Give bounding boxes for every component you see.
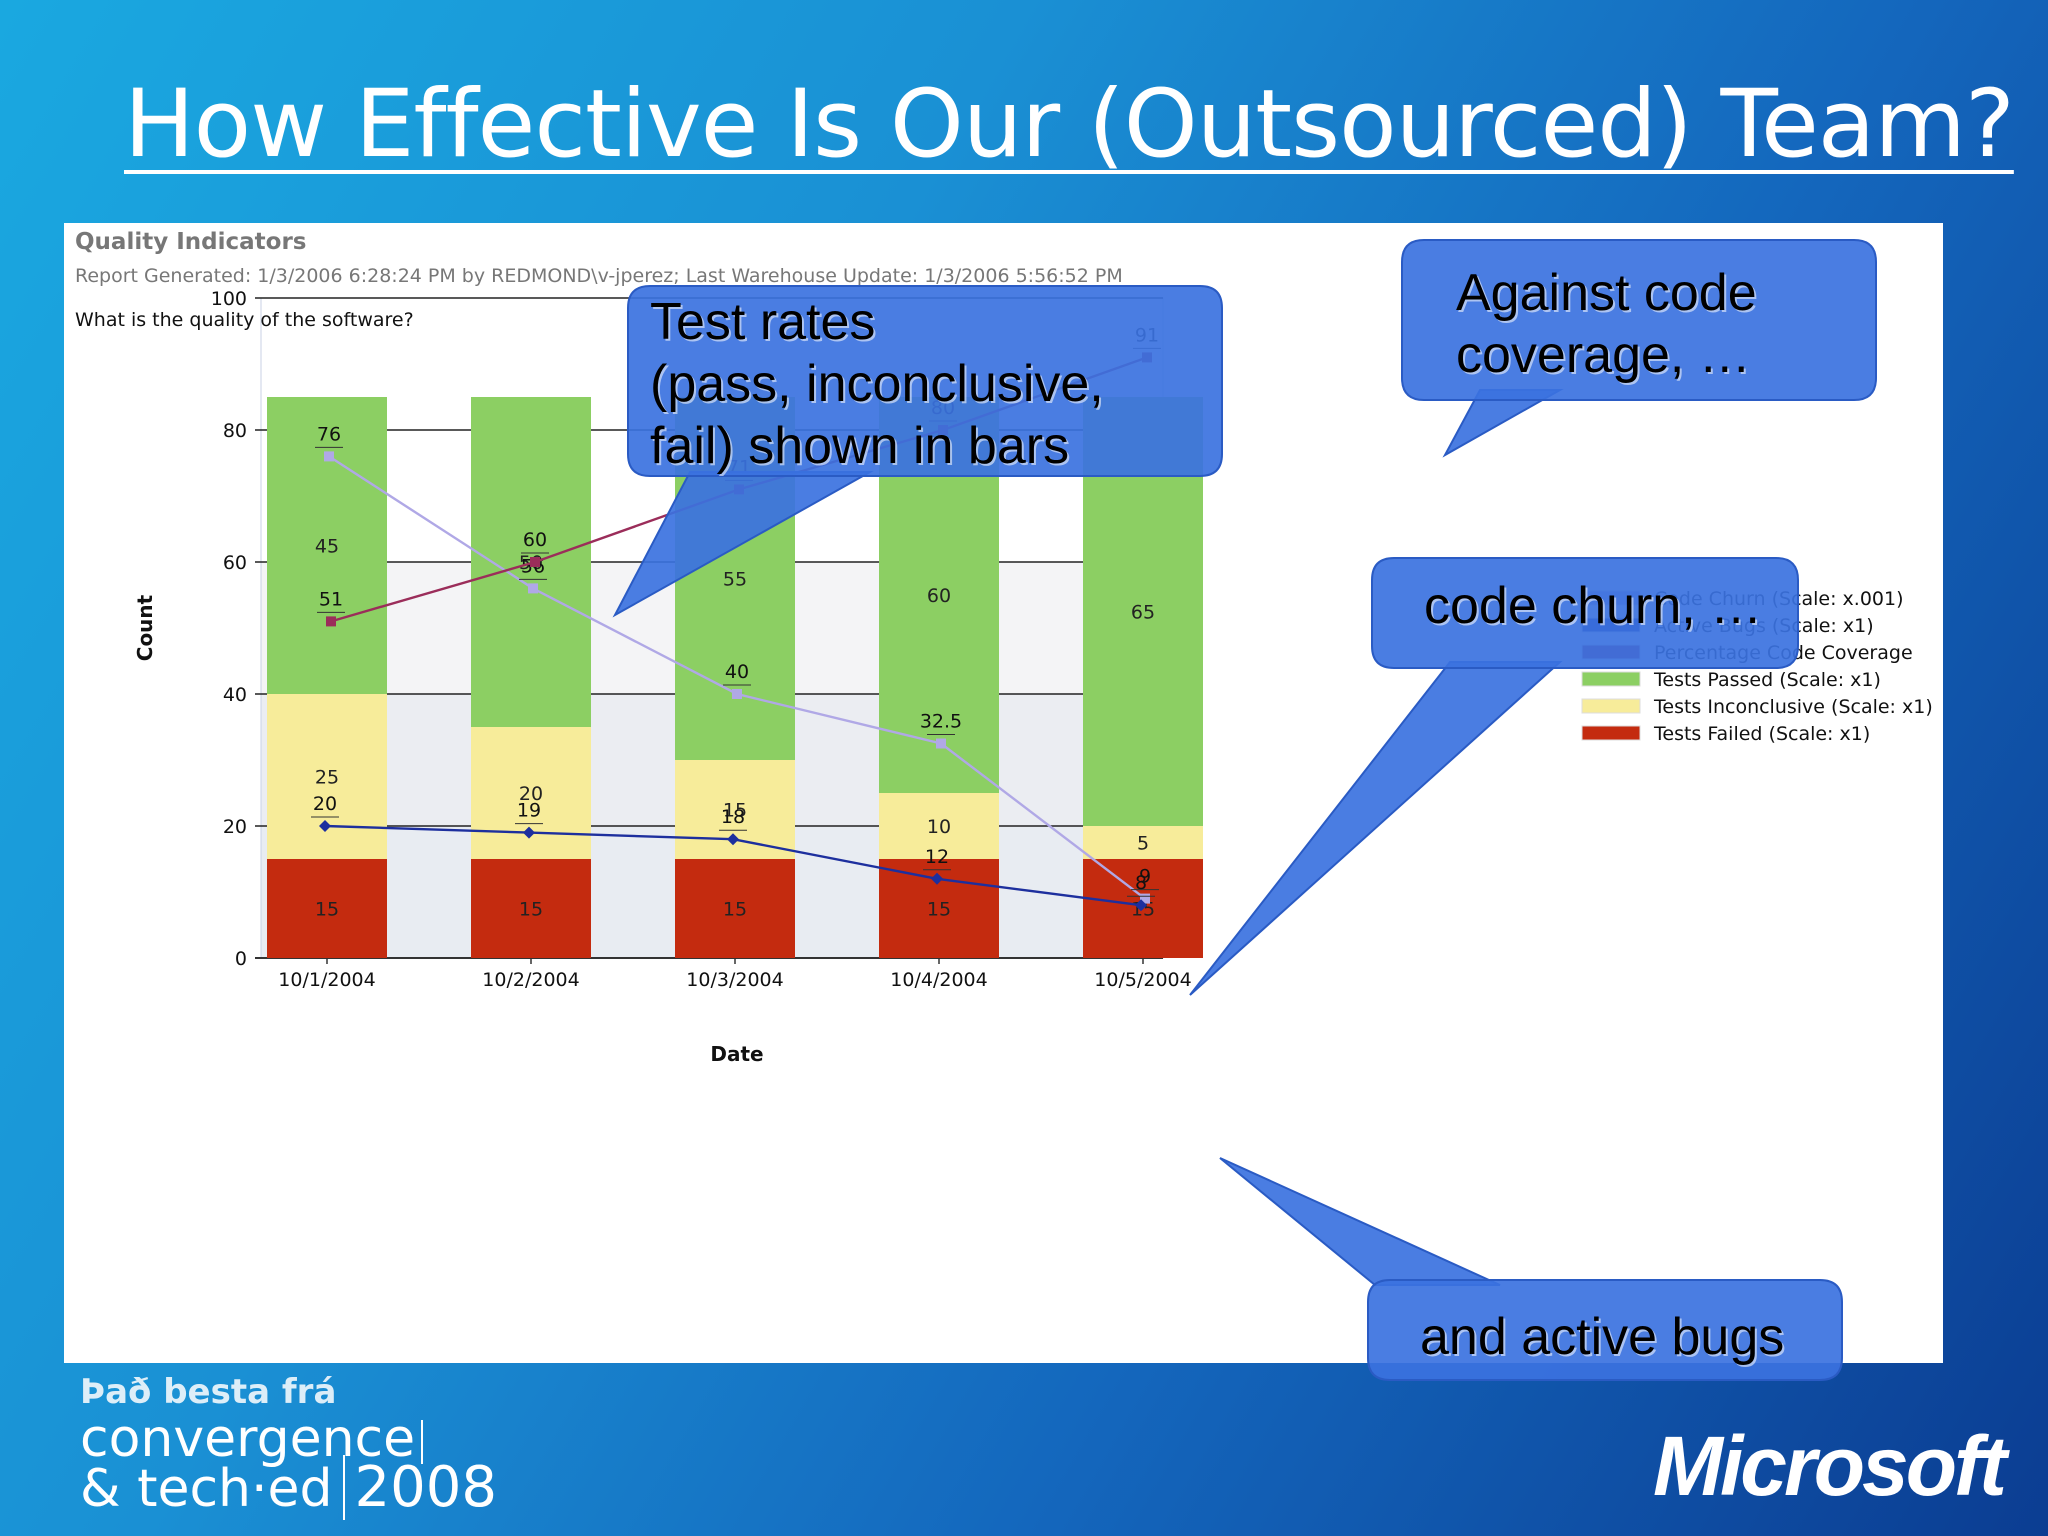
x-tick-label: 10/3/2004 [686,969,783,991]
slide-title: How Effective Is Our (Outsourced) Team? [124,70,2015,179]
y-tick-label: 60 [223,552,247,574]
legend-label: Tests Inconclusive (Scale: x1) [1653,696,1933,718]
brand-tagline: Það besta frá [80,1372,337,1412]
callout-line: Test rates [650,293,876,351]
report-meta: Report Generated: 1/3/2006 6:28:24 PM by… [75,265,1123,287]
y-tick-label: 40 [223,684,247,706]
point-value-label: 32.5 [920,711,962,733]
point-value-label: 18 [721,806,745,828]
point-value-label: 40 [725,661,749,683]
callout-test-rates: Test rates (pass, inconclusive, fail) sh… [650,291,1104,477]
x-tick-label: 10/2/2004 [482,969,579,991]
bar-segment [267,397,387,694]
y-axis-title: Count [133,594,157,661]
series-point [324,451,334,462]
point-value-label: 91 [1135,324,1159,346]
event-brand: Það besta frá convergence & tech·ed 2008 [80,1372,498,1520]
callout-code-churn: code churn, … [1424,575,1762,637]
bar-segment [471,859,591,958]
series-point [530,557,540,567]
legend-label: Tests Passed (Scale: x1) [1653,669,1881,691]
bar-value-label: 5 [1137,833,1149,855]
point-value-label: 76 [317,423,341,445]
y-tick-label: 0 [235,948,247,970]
bar-value-label: 65 [1131,602,1155,624]
x-axis-title: Date [710,1042,763,1066]
bar-value-label: 20 [519,783,543,805]
point-value-label: 12 [925,846,949,868]
x-tick-label: 10/4/2004 [890,969,987,991]
bar-segment [879,793,999,859]
bar-value-label: 15 [315,899,339,921]
callout-line: code churn, … [1424,577,1763,635]
series-point [727,833,739,846]
report-title: Quality Indicators [75,229,307,255]
series-point [319,820,331,832]
series-point [1142,352,1152,363]
bar-value-label: 15 [519,899,543,921]
bar-value-label: 15 [927,899,951,921]
series-point [734,484,744,495]
quality-chart: 02040608010015254510/1/200415205010/2/20… [133,288,1933,1066]
x-tick-label: 10/1/2004 [278,969,375,991]
bar-value-label: 15 [723,899,747,921]
callout-line: (pass, inconclusive, [650,355,1104,413]
legend-swatch [1581,698,1641,714]
legend-swatch [1581,671,1641,687]
legend-swatch [1581,644,1641,660]
point-value-label: 8 [1135,872,1147,894]
y-tick-label: 20 [223,816,247,838]
y-tick-label: 80 [223,420,247,442]
brand-divider [421,1420,424,1464]
bar-segment [1083,826,1203,859]
point-value-label: 51 [319,588,343,610]
brand-line1: convergence [80,1413,497,1465]
callout-line: Against code [1456,264,1757,322]
bar-value-label: 10 [927,816,951,838]
bar-value-label: 45 [315,536,339,558]
series-point [523,826,535,839]
bar-value-label: 15 [723,800,747,822]
bar-value-label: 25 [315,767,339,789]
point-value-label: 60 [523,529,547,551]
bar-segment [471,727,591,859]
bar-segment [267,859,387,958]
brand-line2: & tech·ed 2008 [80,1455,498,1520]
callout-line: fail) shown in bars [650,417,1070,475]
series-point [931,872,943,885]
brand-line2-text: & tech·ed [80,1459,333,1519]
callout-active-bugs: and active bugs [1420,1306,1784,1368]
point-value-label: 20 [313,793,337,815]
callout-line: and active bugs [1420,1308,1785,1366]
x-tick-label: 10/5/2004 [1094,969,1191,991]
callout-code-coverage: Against code coverage, … [1456,262,1757,386]
series-point [528,583,538,594]
brand-year: 2008 [342,1455,498,1520]
callout-line: coverage, … [1456,326,1751,384]
legend-label: Tests Failed (Scale: x1) [1653,723,1870,745]
series-point [1135,899,1147,912]
series-point [936,738,946,749]
bar-segment [267,694,387,859]
brand-line1-text: convergence [80,1409,416,1469]
legend-swatch [1581,725,1641,741]
series-point [732,689,742,699]
bar-value-label: 55 [723,569,747,591]
report-header: Quality Indicators Report Generated: 1/3… [75,229,1123,331]
microsoft-logo: Microsoft [1653,1419,2007,1513]
legend-label: Percentage Code Coverage [1654,642,1913,664]
bar-value-label: 60 [927,585,951,607]
point-value-label: 19 [517,800,541,822]
y-tick-label: 100 [211,288,247,310]
series-point [326,616,336,627]
point-value-label: 9 [1139,866,1151,888]
report-question: What is the quality of the software? [75,309,414,331]
bar-segment [675,859,795,958]
series-point [1140,893,1150,904]
